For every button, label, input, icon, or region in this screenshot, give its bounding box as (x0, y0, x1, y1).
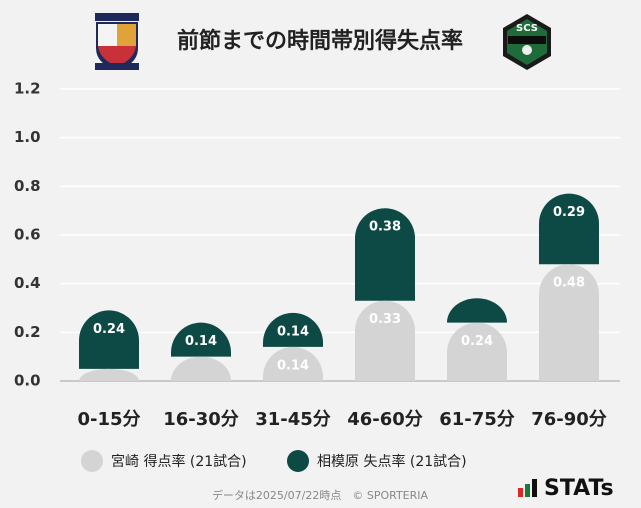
data-label: 0.14 (185, 334, 217, 349)
y-tick-label: 1.2 (14, 80, 41, 98)
logo-text: SCS (516, 23, 538, 34)
left-logo (95, 13, 139, 70)
y-tick-label: 0.4 (14, 274, 41, 292)
bar-segment (355, 208, 415, 301)
legend-marker (81, 450, 103, 472)
y-tick-label: 0.8 (14, 177, 41, 195)
x-tick-label: 76-90分 (531, 409, 607, 430)
data-label: 0.14 (277, 324, 309, 339)
bar-segment (447, 322, 507, 381)
data-label: 0.24 (461, 334, 493, 349)
y-tick-label: 1.0 (14, 128, 41, 146)
footer: データは2025/07/22時点 © SPORTERIA (212, 488, 429, 502)
x-tick-label: 31-45分 (255, 409, 331, 430)
legend-label: 相模原 失点率 (21試合) (317, 453, 467, 470)
brand: STATs (544, 476, 614, 501)
brand-icon (518, 479, 537, 497)
x-tick-label: 16-30分 (163, 409, 239, 430)
x-tick-label: 61-75分 (439, 409, 515, 430)
y-tick-label: 0.2 (14, 323, 41, 341)
bar-segment (171, 322, 232, 357)
bar-segment (171, 356, 232, 381)
legend-marker (287, 450, 309, 472)
bar-segment (263, 312, 323, 347)
y-tick-label: 0.6 (14, 226, 41, 244)
bar-segment (539, 193, 599, 265)
data-label: 0.29 (553, 205, 585, 220)
data-label: 0.24 (93, 322, 125, 337)
bar-segment (79, 368, 139, 381)
bar-segment (355, 300, 415, 381)
bar-segment (539, 264, 599, 381)
data-label: 0.14 (277, 358, 309, 373)
bar-segment (263, 346, 323, 381)
data-label: 0.38 (369, 220, 401, 235)
y-tick-label: 0.0 (14, 372, 41, 390)
data-label: 0.48 (553, 276, 585, 291)
x-tick-label: 46-60分 (347, 409, 423, 430)
data-label: 0.33 (369, 312, 401, 327)
chart-title: 前節までの時間帯別得失点率 (177, 28, 463, 54)
legend-label: 宮崎 得点率 (21試合) (111, 453, 247, 470)
right-logo (503, 14, 551, 70)
bar-segment (79, 310, 139, 369)
bar-segment (447, 298, 507, 323)
x-tick-label: 0-15分 (77, 409, 140, 430)
